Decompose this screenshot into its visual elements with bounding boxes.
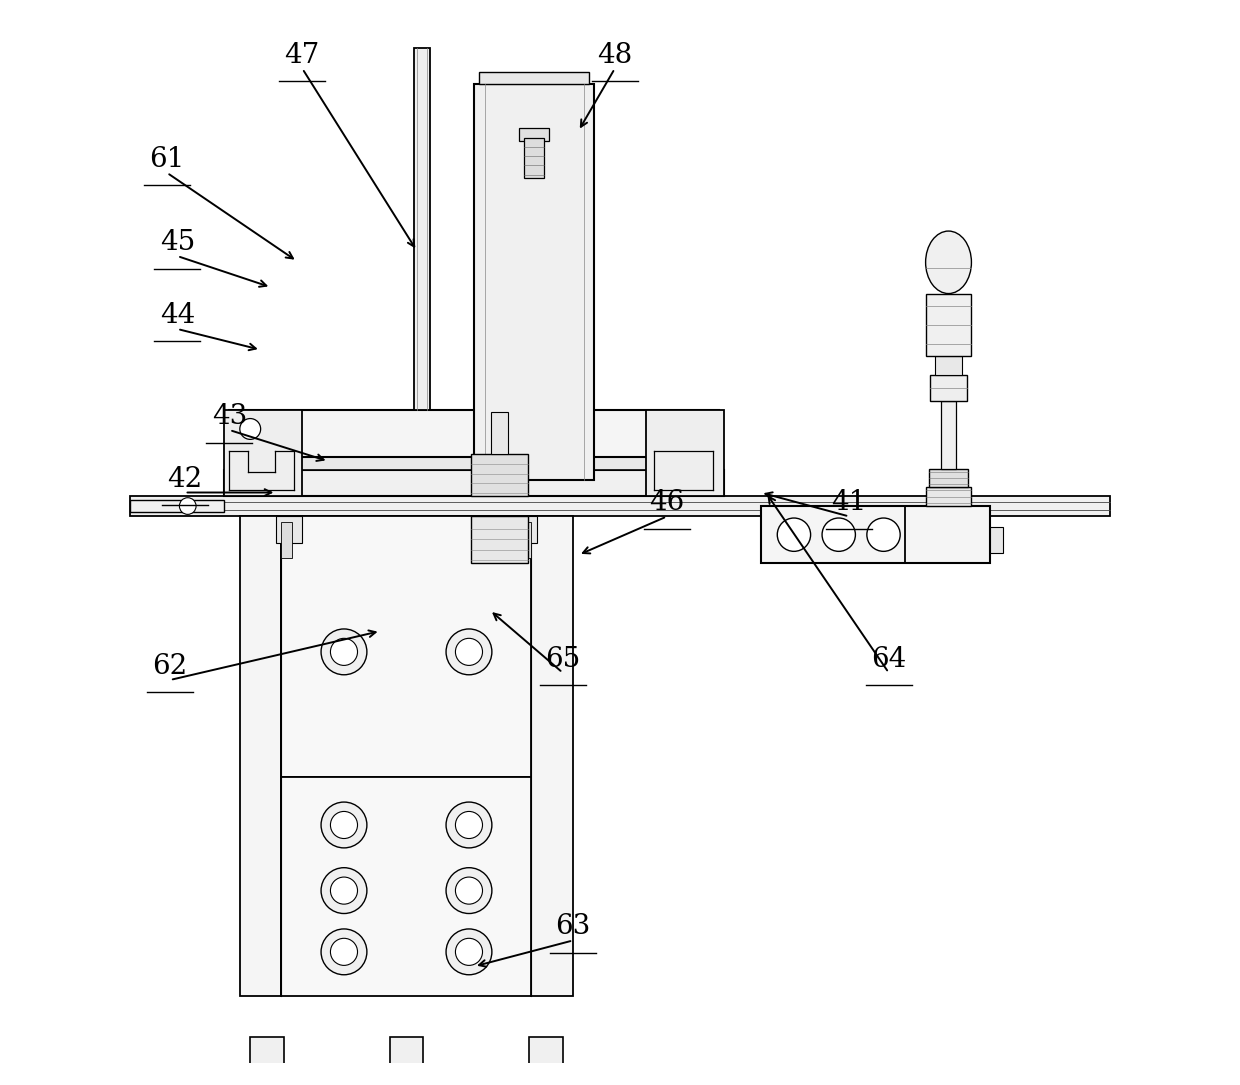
- Bar: [281, 516, 532, 777]
- Text: 44: 44: [160, 302, 195, 329]
- Ellipse shape: [925, 231, 971, 294]
- Text: 61: 61: [149, 145, 185, 173]
- Bar: [990, 527, 1003, 553]
- Circle shape: [330, 877, 357, 904]
- Bar: [239, 516, 281, 996]
- Circle shape: [239, 419, 260, 439]
- Circle shape: [446, 629, 492, 675]
- Bar: [491, 412, 507, 454]
- Circle shape: [446, 868, 492, 914]
- Bar: [523, 139, 544, 178]
- Circle shape: [321, 868, 367, 914]
- Bar: [224, 410, 303, 496]
- Text: 45: 45: [160, 229, 195, 256]
- Bar: [281, 522, 291, 558]
- Text: 43: 43: [212, 403, 247, 430]
- Bar: [646, 410, 724, 496]
- Bar: [529, 1037, 563, 1078]
- Text: 62: 62: [153, 653, 187, 680]
- Bar: [130, 496, 1110, 516]
- Circle shape: [330, 939, 357, 966]
- Text: 47: 47: [285, 41, 320, 68]
- Bar: [281, 777, 532, 996]
- Bar: [474, 85, 594, 480]
- Circle shape: [321, 629, 367, 675]
- Bar: [520, 128, 548, 141]
- Circle shape: [455, 812, 482, 839]
- Bar: [925, 487, 971, 506]
- Circle shape: [777, 518, 811, 551]
- Text: 63: 63: [556, 914, 590, 941]
- Bar: [941, 400, 956, 469]
- Bar: [224, 470, 724, 496]
- Bar: [935, 356, 962, 374]
- Bar: [532, 516, 573, 996]
- Bar: [521, 522, 532, 558]
- Bar: [470, 454, 528, 496]
- Text: 41: 41: [832, 489, 867, 516]
- Circle shape: [455, 877, 482, 904]
- Text: 65: 65: [546, 646, 580, 673]
- Circle shape: [455, 638, 482, 665]
- Circle shape: [330, 812, 357, 839]
- Circle shape: [321, 802, 367, 847]
- Bar: [930, 374, 967, 400]
- Bar: [925, 294, 971, 356]
- Bar: [229, 410, 719, 457]
- Circle shape: [321, 929, 367, 974]
- Circle shape: [455, 939, 482, 966]
- Bar: [389, 1037, 423, 1078]
- Bar: [511, 516, 537, 542]
- Bar: [277, 516, 303, 542]
- Text: 42: 42: [167, 465, 202, 493]
- Bar: [480, 72, 589, 85]
- Bar: [414, 48, 430, 410]
- Circle shape: [867, 518, 900, 551]
- Text: 46: 46: [650, 489, 684, 516]
- Bar: [234, 457, 714, 470]
- Circle shape: [180, 498, 196, 514]
- Bar: [250, 1037, 284, 1078]
- Text: 48: 48: [598, 41, 632, 68]
- Circle shape: [822, 518, 856, 551]
- Circle shape: [446, 929, 492, 974]
- Bar: [470, 516, 528, 563]
- Circle shape: [446, 802, 492, 847]
- Text: 64: 64: [872, 646, 906, 673]
- Bar: [929, 469, 968, 487]
- Circle shape: [330, 638, 357, 665]
- Bar: [760, 506, 990, 563]
- Bar: [130, 500, 224, 512]
